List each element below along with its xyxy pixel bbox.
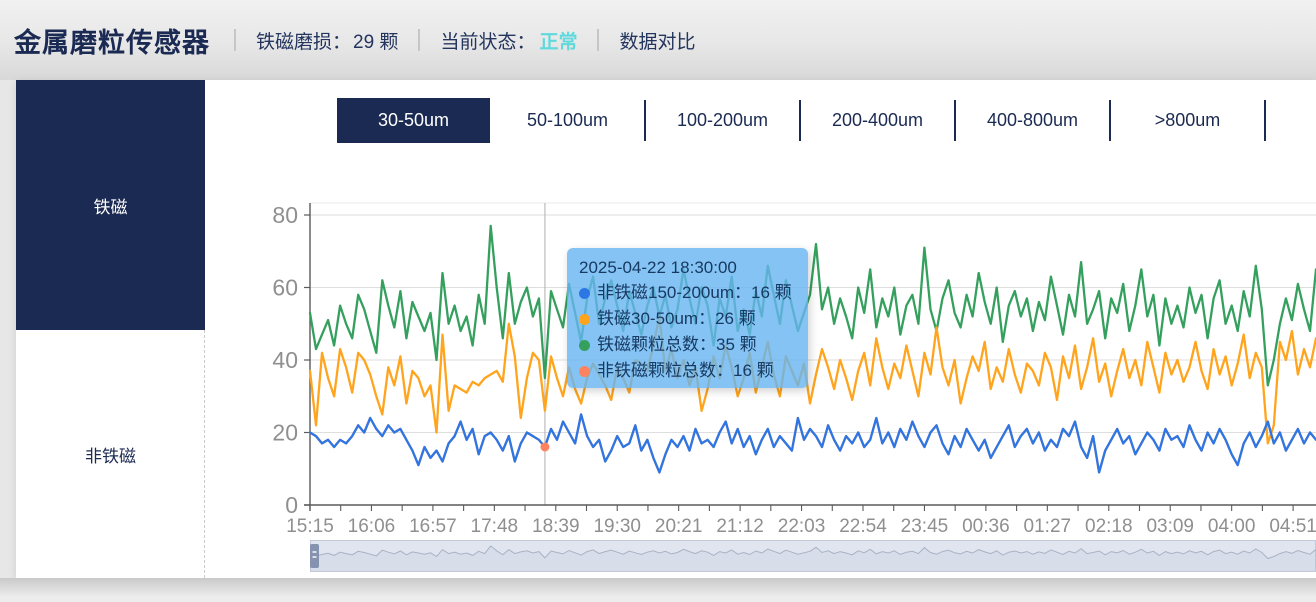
x-axis-tick-label: 15:15 xyxy=(286,516,334,537)
x-axis-tick-label: 23:45 xyxy=(901,516,949,537)
x-axis-tick-label: 16:57 xyxy=(409,516,457,537)
y-axis-tick-label: 20 xyxy=(272,420,298,446)
tab-100-200um[interactable]: 100-200um xyxy=(645,98,801,143)
header-divider xyxy=(234,29,236,51)
x-axis-tick-label: 02:18 xyxy=(1085,516,1133,537)
sidebar-item-non-ferromagnetic[interactable]: 非铁磁 xyxy=(16,330,205,578)
x-axis-tick-label: 17:48 xyxy=(471,516,519,537)
series-line-1 xyxy=(308,315,1316,445)
series-line-0 xyxy=(308,413,1316,474)
data-compare-link[interactable]: 数据对比 xyxy=(619,31,696,53)
header: 金属磨粒传感器 铁磁磨损： 29 颗 当前状态： 正常 数据对比 xyxy=(0,0,1316,80)
x-axis-tick-label: 00:36 xyxy=(962,516,1010,537)
x-axis-tick-label: 16:06 xyxy=(348,516,396,537)
x-axis-tick-label: 04:51 xyxy=(1269,516,1316,537)
tab-400-800um[interactable]: 400-800um xyxy=(955,98,1111,143)
sidebar-item-ferromagnetic[interactable]: 铁磁 xyxy=(16,80,205,330)
x-axis-tick-label: 04:00 xyxy=(1208,516,1256,537)
sidebar: 铁磁 非铁磁 xyxy=(16,80,205,578)
tab-label: 100-200um xyxy=(676,110,769,130)
x-axis-tick-label: 20:21 xyxy=(655,516,703,537)
sidebar-item-label: 铁磁 xyxy=(93,197,128,217)
status-stat: 当前状态： 正常 xyxy=(440,27,577,54)
status-badge: 正常 xyxy=(539,31,578,53)
tab-label: 400-800um xyxy=(986,110,1079,130)
tab-label: 50-100um xyxy=(526,110,609,130)
tab-label: >800um xyxy=(1154,110,1221,130)
y-axis-tick-label: 80 xyxy=(272,202,298,228)
wear-label: 铁磁磨损： xyxy=(256,31,352,53)
hover-point-dot xyxy=(540,442,550,452)
status-label: 当前状态： xyxy=(440,31,536,53)
y-axis-tick-label: 40 xyxy=(272,347,298,373)
wear-value: 29 颗 xyxy=(353,31,399,53)
tab-gt-800um[interactable]: >800um xyxy=(1110,98,1266,143)
x-axis-tick-label: 18:39 xyxy=(532,516,580,537)
x-axis-tick-label: 19:30 xyxy=(593,516,641,537)
x-axis-tick-label: 22:03 xyxy=(778,516,826,537)
header-divider xyxy=(418,29,421,51)
line-chart[interactable]: 0 20 40 60 80 15:15 16:06 16:57 17:48 18:39 19:30 2… xyxy=(220,190,1316,580)
tab-label: 30-50um xyxy=(377,110,450,130)
page-bottom-band xyxy=(0,578,1316,602)
tab-50-100um[interactable]: 50-100um xyxy=(490,98,646,143)
page-title: 金属磨粒传感器 xyxy=(14,27,210,58)
x-axis-tick-label: 22:54 xyxy=(839,516,887,537)
tab-label: 200-400um xyxy=(831,110,924,130)
y-axis-tick-label: 0 xyxy=(285,492,298,518)
sidebar-item-label: 非铁磁 xyxy=(85,446,136,466)
tab-200-400um[interactable]: 200-400um xyxy=(800,98,956,143)
datazoom-slider[interactable] xyxy=(310,539,1316,575)
x-axis-tick-label: 03:09 xyxy=(1146,516,1194,537)
header-divider xyxy=(597,29,600,51)
wear-stat: 铁磁磨损： 29 颗 xyxy=(256,27,398,54)
x-axis-tick-label: 21:12 xyxy=(716,516,764,537)
series-line-2 xyxy=(308,224,1316,387)
datazoom-left-handle[interactable] xyxy=(310,544,319,568)
x-axis-tick-label: 01:27 xyxy=(1024,516,1072,537)
y-axis-tick-label: 60 xyxy=(272,275,298,301)
tab-30-50um[interactable]: 30-50um xyxy=(337,98,490,143)
main-panel: 铁磁 非铁磁 30-50um 50-100um 100-200um 200-40… xyxy=(16,80,1316,578)
